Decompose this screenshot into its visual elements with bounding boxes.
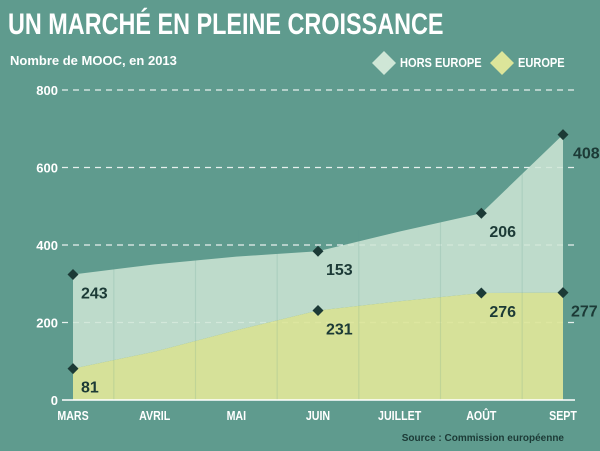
legend-label-hors-europe: HORS EUROPE — [400, 55, 482, 70]
x-tick-label: MAI — [227, 408, 247, 423]
hors-europe-data-label: 243 — [81, 285, 108, 302]
hors-europe-data-label: 206 — [489, 224, 516, 241]
europe-data-label: 277 — [571, 304, 598, 321]
y-tick-label: 0 — [51, 393, 58, 408]
hors-europe-diamond-icon — [372, 51, 396, 75]
hors-europe-data-label: 408 — [573, 146, 600, 163]
x-tick-label: JUILLET — [378, 408, 422, 423]
europe-data-label: 276 — [489, 304, 516, 321]
hors-europe-point — [475, 207, 487, 219]
x-tick-label: AOÛT — [466, 407, 497, 423]
x-tick-label: JUIN — [306, 408, 330, 423]
europe-point — [475, 287, 487, 299]
europe-point — [557, 287, 569, 299]
hors-europe-point — [67, 268, 79, 280]
europe-diamond-icon — [490, 51, 514, 75]
legend-label-europe: EUROPE — [518, 55, 565, 70]
y-tick-label: 800 — [36, 83, 58, 98]
europe-point — [312, 304, 324, 316]
y-tick-label: 600 — [36, 161, 58, 176]
x-tick-label: AVRIL — [139, 408, 170, 423]
x-tick-label: SEPT — [549, 408, 577, 423]
hors-europe-data-label: 153 — [326, 262, 353, 279]
chart-subtitle: Nombre de MOOC, en 2013 — [10, 53, 177, 68]
hors-europe-point — [557, 129, 569, 141]
europe-data-label: 231 — [326, 321, 353, 338]
y-tick-label: 400 — [36, 238, 58, 253]
hors-europe-point — [312, 245, 324, 257]
area-europe — [73, 292, 563, 400]
source-note: Source : Commission européenne — [401, 433, 564, 444]
x-tick-label: MARS — [57, 408, 88, 423]
europe-point — [67, 363, 79, 375]
europe-data-label: 81 — [81, 380, 99, 397]
y-tick-label: 200 — [36, 316, 58, 331]
chart-title: UN MARCHÉ EN PLEINE CROISSANCE — [8, 8, 444, 41]
